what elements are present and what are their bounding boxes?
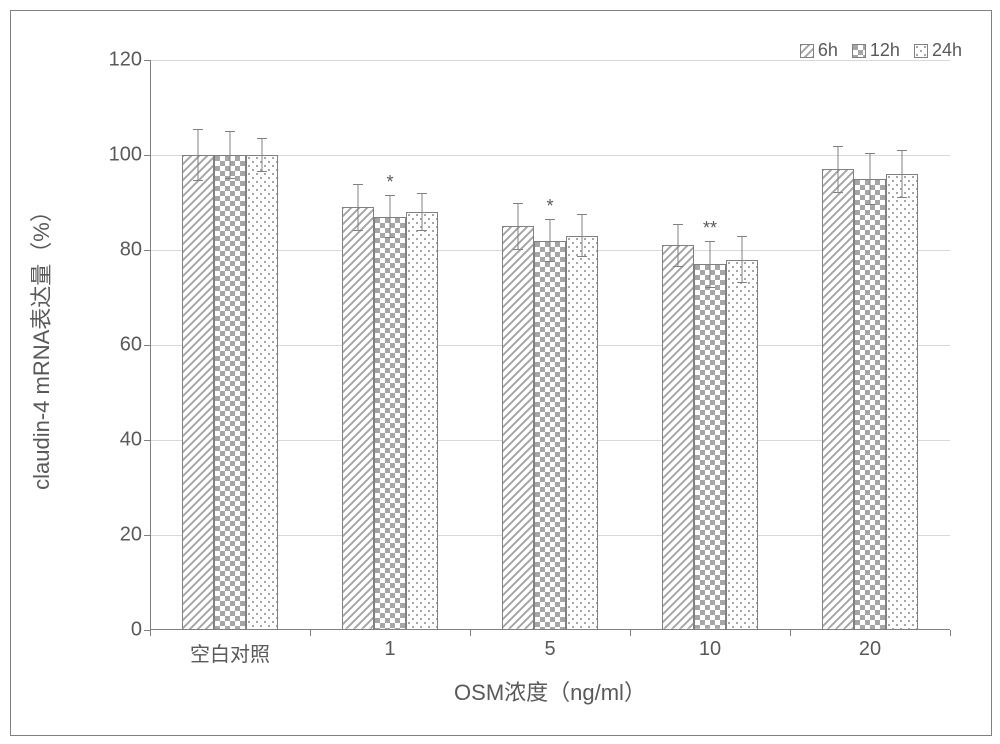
legend-swatch bbox=[914, 44, 928, 58]
bar bbox=[854, 179, 886, 630]
legend-swatch bbox=[852, 44, 866, 58]
legend-item: 24h bbox=[914, 40, 962, 61]
plot-area: 020406080100120空白对照151020**** bbox=[150, 60, 950, 630]
legend-label: 12h bbox=[870, 40, 900, 61]
x-tick-label: 空白对照 bbox=[190, 630, 270, 667]
bar bbox=[246, 155, 278, 630]
x-tick bbox=[790, 630, 791, 636]
legend: 6h 12h 24h bbox=[800, 40, 962, 61]
x-tick-label: 5 bbox=[544, 630, 555, 661]
x-tick bbox=[470, 630, 471, 636]
x-tick bbox=[150, 630, 151, 636]
x-tick-label: 20 bbox=[859, 630, 881, 661]
bar bbox=[374, 217, 406, 630]
bar bbox=[214, 155, 246, 630]
bar bbox=[886, 174, 918, 630]
x-tick bbox=[310, 630, 311, 636]
significance-label: * bbox=[546, 196, 553, 217]
legend-item: 12h bbox=[852, 40, 900, 61]
x-tick bbox=[950, 630, 951, 636]
bar bbox=[726, 260, 758, 631]
significance-label: ** bbox=[703, 218, 717, 239]
x-tick bbox=[630, 630, 631, 636]
bar bbox=[662, 245, 694, 630]
x-axis-title: OSM浓度（ng/ml） bbox=[454, 675, 646, 707]
legend-label: 24h bbox=[932, 40, 962, 61]
x-tick-label: 1 bbox=[384, 630, 395, 661]
bar bbox=[182, 155, 214, 630]
bar bbox=[694, 264, 726, 630]
legend-item: 6h bbox=[800, 40, 838, 61]
legend-swatch bbox=[800, 44, 814, 58]
bar bbox=[342, 207, 374, 630]
y-axis-line bbox=[150, 60, 151, 630]
bar bbox=[566, 236, 598, 630]
chart-container: claudin-4 mRNA表达量（%） OSM浓度（ng/ml） 020406… bbox=[0, 0, 1000, 744]
bar bbox=[534, 241, 566, 631]
y-axis-title: claudin-4 mRNA表达量（%） bbox=[24, 200, 56, 490]
bar bbox=[502, 226, 534, 630]
bar bbox=[406, 212, 438, 630]
legend-label: 6h bbox=[818, 40, 838, 61]
bar bbox=[822, 169, 854, 630]
significance-label: * bbox=[386, 172, 393, 193]
x-tick-label: 10 bbox=[699, 630, 721, 661]
